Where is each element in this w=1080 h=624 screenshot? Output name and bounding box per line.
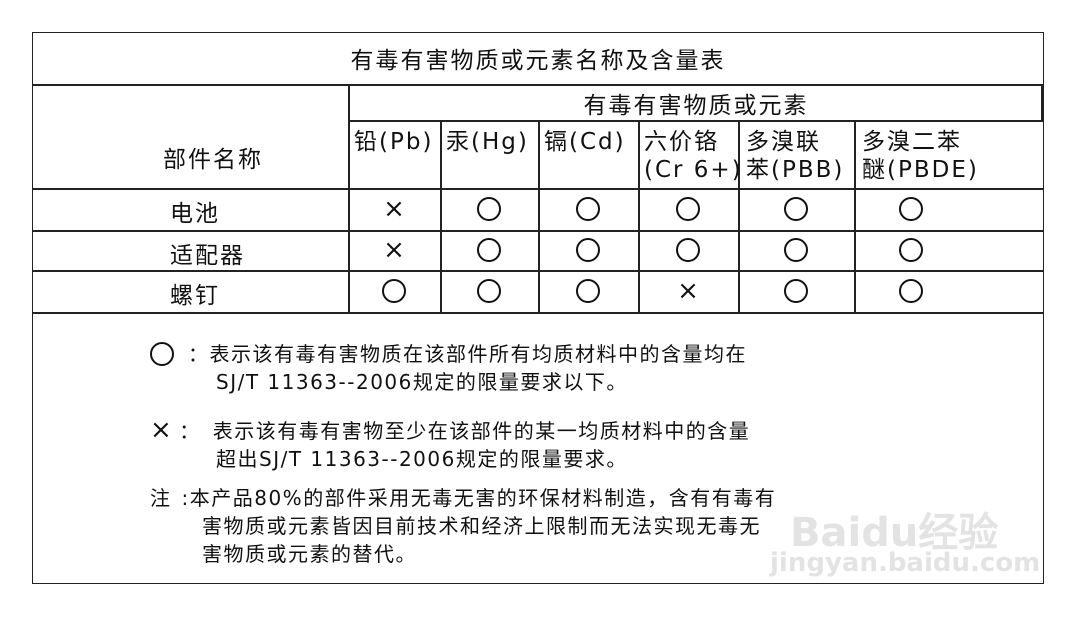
divider	[32, 312, 1044, 314]
hazardous-substance-table	[32, 32, 1044, 584]
column-header-mercury: 汞(Hg)	[446, 129, 529, 155]
watermark-url: jingyan.baidu.com	[770, 548, 1041, 578]
compliant-circle-icon	[854, 230, 967, 270]
compliant-circle-icon	[738, 188, 854, 230]
compliant-circle-icon	[440, 270, 538, 312]
compliant-circle-icon	[738, 230, 854, 270]
compliant-circle-icon	[638, 188, 738, 230]
circle-legend-text: ：表示该有毒有害物质在该部件所有均质材料中的含量均在 SJ/T 11363--20…	[188, 342, 747, 394]
divider	[32, 84, 1044, 86]
divider	[348, 120, 1044, 122]
column-header-cadmium: 镉(Cd)	[544, 129, 626, 155]
part-name: 螺钉	[170, 283, 220, 309]
exceeds-cross-icon: ×	[677, 276, 699, 306]
compliant-circle-icon	[440, 188, 538, 230]
compliant-circle-icon	[854, 188, 967, 230]
exceeds-cross-icon: ×	[383, 194, 405, 224]
compliant-circle-icon	[854, 270, 967, 312]
compliant-circle-icon	[538, 230, 638, 270]
divider	[538, 120, 540, 312]
compliant-circle-icon	[738, 270, 854, 312]
exceeds-cross-icon: ×	[383, 235, 405, 265]
compliant-circle-icon	[638, 230, 738, 270]
cross-legend-text: ×：表示该有毒有害物至少在该部件的某一均质材料中的含量 超出SJ/T 11363-…	[150, 415, 751, 471]
column-header-lead: 铅(Pb)	[354, 129, 434, 155]
divider	[1041, 84, 1044, 120]
divider	[348, 84, 350, 312]
part-name-header: 部件名称	[163, 147, 263, 173]
table-title: 有毒有害物质或元素名称及含量表	[350, 48, 726, 74]
divider	[738, 120, 740, 312]
compliant-circle-icon	[538, 270, 638, 312]
circle-legend-icon	[150, 342, 174, 366]
footnote: 注:本产品80%的部件采用无毒无害的环保材料制造，含有有毒有 害物质或元素皆因目前…	[150, 486, 777, 566]
column-header-pbde: 多溴二苯 醚(PBDE)	[862, 129, 979, 183]
part-name: 适配器	[170, 243, 245, 269]
cross-legend-icon: ×	[150, 415, 174, 445]
substance-group-header: 有毒有害物质或元素	[583, 93, 809, 119]
watermark-brand: Baidu经验	[790, 510, 999, 556]
divider	[854, 120, 856, 312]
divider	[440, 120, 442, 312]
column-header-chromium: 六价铬 (Cr 6+)	[644, 129, 743, 183]
part-name: 电池	[170, 201, 220, 227]
compliant-circle-icon	[348, 270, 440, 312]
divider	[638, 120, 640, 312]
column-header-pbb: 多溴联 苯(PBB)	[746, 129, 845, 183]
compliant-circle-icon	[538, 188, 638, 230]
compliant-circle-icon	[440, 230, 538, 270]
